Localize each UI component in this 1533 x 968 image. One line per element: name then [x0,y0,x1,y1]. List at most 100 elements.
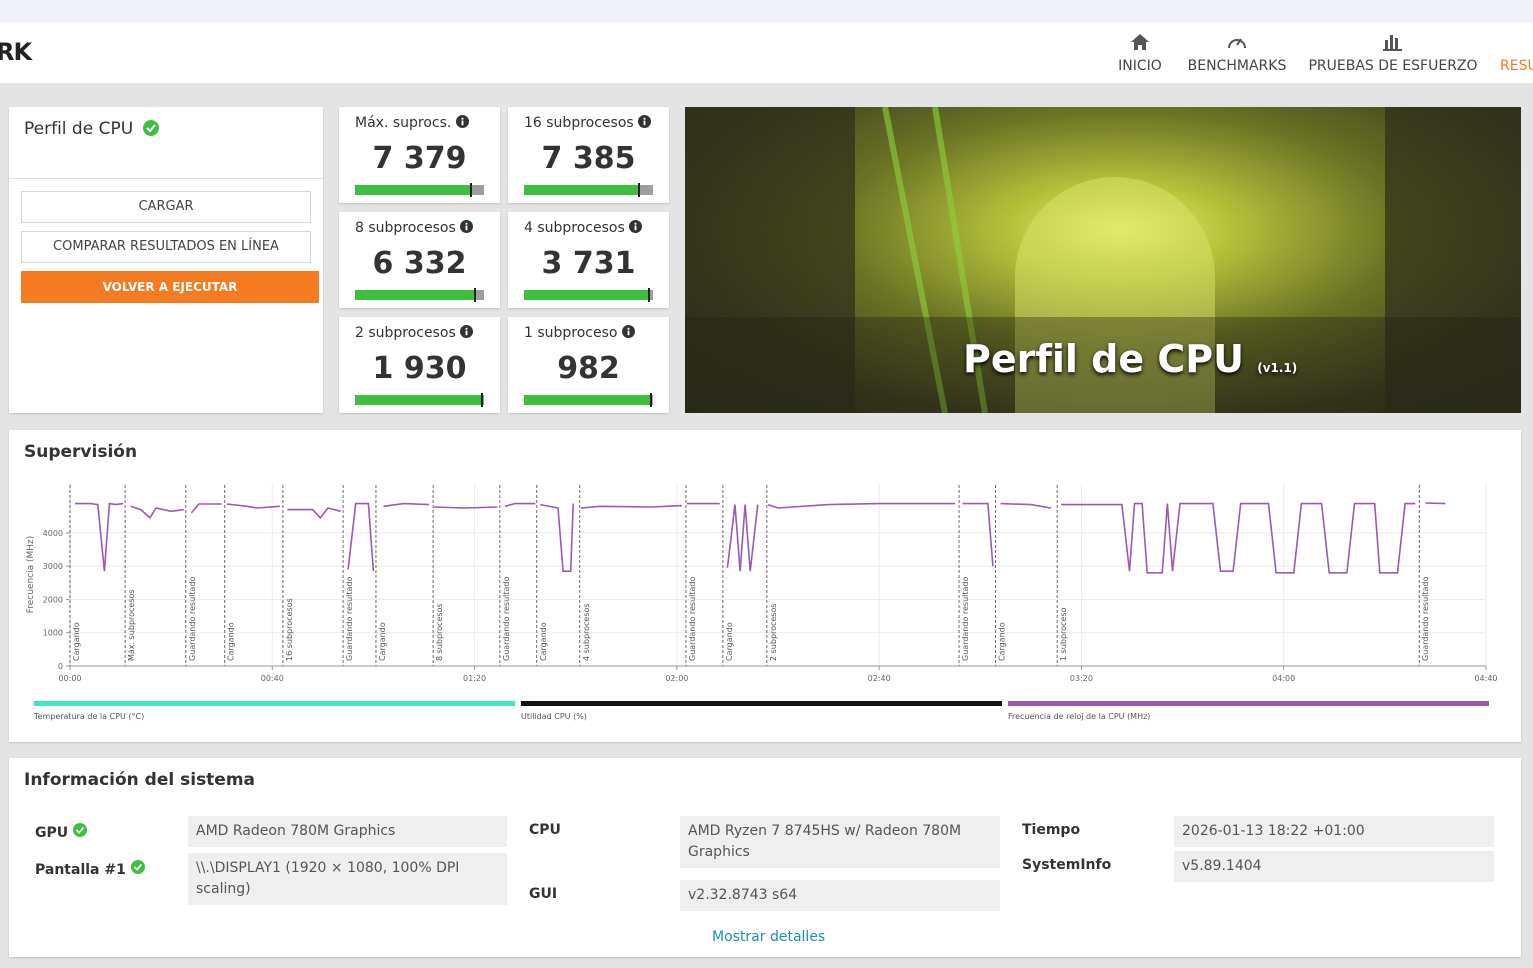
info-value: \\.\DISPLAY1 (1920 × 1080, 100% DPI scal… [188,853,507,905]
score-bar-tick [473,288,476,302]
check-icon [130,860,145,874]
score-label: 2 subprocesos [355,325,474,341]
score-bar [355,288,484,302]
browser-bar [0,0,1533,22]
nav-item[interactable]: INICIO [1110,34,1170,74]
info-label: CPU [529,822,561,838]
phase-label: 16 subprocesos [285,598,294,661]
info-icon[interactable] [629,220,643,233]
phase-label: Guardando resultado [345,577,354,662]
score-tile: 8 subprocesos 6 332 [339,212,500,308]
score-label: Máx. suprocs. [355,115,469,131]
phase-label: Guardando resultado [688,577,697,662]
score-bar-tick [637,183,640,197]
score-bar [524,288,653,302]
button[interactable]: CARGAR [21,191,311,223]
score-tile: 16 subprocesos 7 385 [508,107,669,203]
score-value: 982 [557,351,620,386]
nav-label: BENCHMARKS [1187,58,1287,74]
phase-label: Cargando [378,622,387,661]
x-tick-label: 02:00 [665,674,688,683]
score-bar [524,393,653,407]
gauge-icon [1228,38,1246,49]
x-tick-label: 04:40 [1474,674,1497,683]
score-label: 4 subprocesos [524,220,643,236]
legend-swatch [34,701,515,706]
legend-label: Temperatura de la CPU (°C) [33,712,144,721]
button[interactable]: COMPARAR RESULTADOS EN LÍNEA [21,231,311,263]
hero-art [685,107,1521,413]
score-bar-fill [524,395,651,405]
header: RK INICIO BENCHMARKS PRUEBAS DE ESFUERZO… [0,22,1533,83]
score-bar-fill [355,290,474,300]
phase-label: Guardando resultado [1421,577,1430,662]
check-icon [142,120,159,136]
info-value: 2026-01-13 18:22 +01:00 [1174,816,1494,847]
details-link[interactable]: Mostrar detalles [712,929,826,945]
info-label: Tiempo [1022,822,1081,838]
x-tick-label: 01:20 [463,674,486,683]
info-value: v2.32.8743 s64 [680,880,1000,911]
label-text: Máx. suprocs. [355,115,452,131]
label-text: 4 subprocesos [524,220,625,236]
score-bar-fill [355,395,482,405]
info-icon[interactable] [460,220,474,233]
score-bar [355,393,484,407]
score-bar-tick [647,288,650,302]
info-value: AMD Ryzen 7 8745HS w/ Radeon 780M Graphi… [680,816,1000,868]
nav-item[interactable]: RESU [1500,58,1533,74]
phase-label: 1 subproceso [1059,607,1068,661]
panel-title: Información del sistema [24,770,256,790]
phase-label: Guardando resultado [502,577,511,662]
phase-label: Cargando [997,622,1006,661]
phase-label: Cargando [725,622,734,661]
info-value: AMD Radeon 780M Graphics [188,816,507,847]
panel-title: Perfil de CPU [24,119,159,139]
info-icon[interactable] [460,325,474,338]
phase-label: 8 subprocesos [435,603,444,661]
score-value: 7 379 [372,141,467,176]
x-tick-label: 02:40 [868,674,891,683]
score-bar-fill [524,185,638,195]
nav-item[interactable]: PRUEBAS DE ESFUERZO [1308,35,1478,74]
y-tick-label: 1000 [43,629,63,638]
legend-label: Utilidad CPU (%) [521,712,587,721]
x-tick-label: 00:00 [58,674,81,683]
y-tick-label: 2000 [43,595,63,604]
legend-item[interactable]: Frecuencia de reloj de la CPU (MHz) [1008,701,1489,721]
brand: RK [0,38,32,66]
title-text: Perfil de CPU [24,119,134,139]
legend-item[interactable]: Temperatura de la CPU (°C) [33,701,515,721]
info-icon[interactable] [455,115,469,128]
check-icon [73,823,87,837]
nav-item[interactable]: BENCHMARKS [1182,38,1292,74]
y-tick-label: 3000 [43,562,63,571]
score-bar [524,183,653,197]
phase-label: Cargando [72,622,81,661]
score-tile: 4 subprocesos 3 731 [508,212,669,308]
legend-label: Frecuencia de reloj de la CPU (MHz) [1008,712,1150,721]
score-bar [355,183,484,197]
hero-title: Perfil de CPU (v1.1) [963,337,1297,381]
button[interactable]: VOLVER A EJECUTAR [21,271,319,303]
info-icon[interactable] [638,115,652,128]
label-text: 16 subprocesos [524,115,634,131]
hero-banner: Perfil de CPU (v1.1) [685,107,1521,413]
phase-label: Cargando [227,622,236,661]
frequency-chart: 0 1000 2000 3000 4000 00:00 00:40 01:20 02:00 02:… [26,483,1498,721]
info-label: GUI [529,886,558,902]
nav-label: PRUEBAS DE ESFUERZO [1308,58,1478,74]
info-icon[interactable] [621,325,635,338]
score-value: 3 731 [541,246,636,281]
score-bar-tick [469,183,472,197]
hero-title-text: Perfil de CPU [963,337,1244,381]
y-tick-label: 4000 [43,529,63,538]
nav-label: RESU [1500,58,1533,74]
y-tick-label: 0 [58,662,63,671]
y-axis-label: Frecuencia (MHz) [26,536,36,614]
legend-item[interactable]: Utilidad CPU (%) [521,701,1002,721]
x-tick-label: 04:00 [1272,674,1295,683]
chart-icon [1383,35,1402,51]
legend-swatch [1008,701,1489,706]
home-icon [1131,34,1149,50]
